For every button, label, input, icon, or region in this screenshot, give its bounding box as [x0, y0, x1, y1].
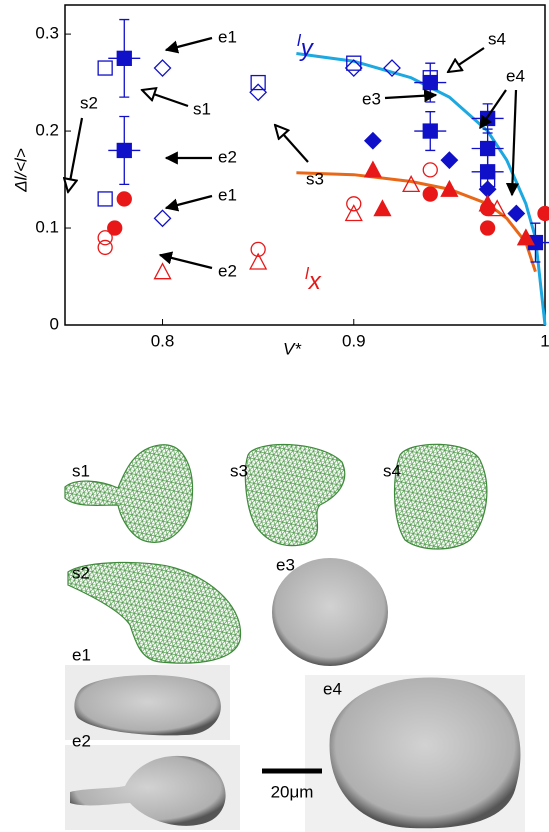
annotation: e4 — [506, 66, 525, 85]
annotation: s3 — [306, 169, 324, 188]
fit-curve — [296, 173, 535, 272]
annotation-arrow — [166, 38, 212, 50]
point — [481, 165, 495, 179]
figure: 0.8 0.9 1 0 0.1 0.2 0.3 V* Δl/<l> ly lx e1 s1 e2 s2 e1 e… — [0, 0, 549, 832]
mesh-s2 — [68, 562, 241, 663]
annotation-arrow — [142, 90, 188, 106]
mesh-s4 — [395, 444, 487, 549]
point — [155, 60, 171, 76]
images: s1 s3 s4 s2 e3 e1 e4 e2 20μm — [65, 444, 525, 832]
y-tick-label: 0.2 — [35, 121, 59, 140]
curve-label-sub: y — [299, 35, 315, 62]
point — [98, 61, 112, 75]
y-tick-label: 0 — [50, 314, 59, 333]
point — [441, 152, 457, 168]
annotation: e3 — [362, 89, 381, 108]
y-axis-label: Δl/<l> — [11, 148, 30, 193]
point — [155, 264, 171, 279]
curve-label: lx — [305, 264, 322, 295]
panel-label: s3 — [230, 461, 248, 480]
cell-e4 — [330, 677, 521, 828]
x-tick-label: 1 — [540, 331, 549, 350]
panel-label: e4 — [323, 679, 342, 698]
annotation: s4 — [488, 29, 506, 48]
panel-label: e3 — [276, 555, 295, 574]
annotation-arrow — [275, 125, 308, 162]
point — [117, 143, 131, 157]
scale-label: 20μm — [271, 782, 314, 801]
point — [347, 197, 361, 211]
x-tick-label: 0.8 — [151, 331, 175, 350]
point — [98, 240, 112, 254]
panel-label: s2 — [72, 563, 90, 582]
point — [251, 76, 265, 90]
point — [98, 192, 112, 206]
annotation-arrow — [166, 196, 212, 208]
point — [365, 133, 381, 149]
annotation: e1 — [218, 185, 237, 204]
annotation-arrow — [448, 48, 484, 72]
point — [423, 124, 437, 138]
point — [117, 51, 131, 65]
y-tick-label: 0.1 — [35, 218, 59, 237]
point — [250, 84, 266, 100]
cell-e1 — [74, 675, 221, 735]
point — [423, 163, 437, 177]
annotation-arrow — [160, 255, 212, 268]
curve-label-sub: x — [308, 268, 322, 295]
annotation-arrow — [68, 118, 82, 192]
annotation: e1 — [218, 27, 237, 46]
annotation-arrow — [385, 95, 436, 98]
annotation: e2 — [218, 261, 237, 280]
plot: 0.8 0.9 1 0 0.1 0.2 0.3 V* Δl/<l> ly lx e1 s1 e2 s2 e1 e… — [11, 5, 549, 358]
panel-label: e1 — [72, 645, 91, 664]
curve-label: ly — [297, 31, 315, 62]
point — [481, 221, 495, 235]
x-tick-label: 0.9 — [342, 331, 366, 350]
y-tick-label: 0.3 — [35, 24, 59, 43]
mesh-s3 — [245, 445, 344, 546]
panel-label: e2 — [72, 731, 91, 750]
mesh-s1 — [65, 445, 193, 543]
point — [423, 187, 437, 201]
point — [508, 205, 524, 221]
panel-label: s4 — [383, 461, 401, 480]
point — [365, 162, 381, 177]
fit-curve — [296, 53, 545, 325]
annotation: s1 — [193, 99, 211, 118]
point — [374, 201, 390, 216]
annotation: s2 — [80, 93, 98, 112]
point — [117, 192, 131, 206]
x-axis-label: V* — [283, 339, 302, 358]
annotation: e2 — [218, 147, 237, 166]
point — [155, 210, 171, 226]
point — [538, 206, 549, 220]
panel-label: s1 — [72, 461, 90, 480]
point — [423, 76, 437, 90]
